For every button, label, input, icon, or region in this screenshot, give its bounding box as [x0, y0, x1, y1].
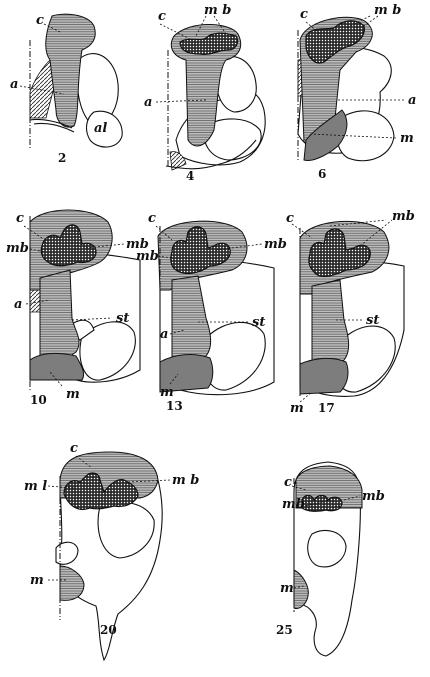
label-c: c	[36, 13, 44, 28]
figure-number: 25	[276, 623, 293, 637]
label-mb: mb	[6, 241, 29, 256]
label-c: c	[148, 211, 156, 226]
label-a: a	[160, 327, 168, 342]
label-c: c	[284, 475, 292, 490]
label-mb: mb	[362, 489, 385, 504]
figure-number: 17	[318, 401, 335, 415]
label-al: al	[94, 121, 107, 136]
label-a: a	[14, 297, 22, 312]
label-c: c	[300, 7, 308, 22]
label-c: c	[286, 211, 294, 226]
label-m: m	[290, 401, 304, 416]
label-a: a	[144, 95, 152, 110]
figure-number: 10	[30, 393, 47, 407]
figure-6	[297, 16, 395, 162]
label-leader-lines	[19, 15, 404, 589]
figure-25	[293, 461, 363, 657]
figure-20	[55, 451, 163, 662]
figure-number: 13	[166, 399, 183, 413]
label-st: st	[116, 311, 129, 326]
label-m: m	[160, 385, 174, 400]
label-mb: mb	[392, 209, 415, 224]
figure-13	[157, 220, 275, 396]
label-mb: m b	[374, 3, 401, 18]
label-mb: mb	[282, 497, 305, 512]
label-st: st	[252, 315, 265, 330]
label-mb: mb	[126, 237, 149, 252]
figure-number: 4	[186, 169, 194, 183]
label-mb: mb	[136, 249, 159, 264]
figure-number: 6	[318, 167, 326, 181]
label-ml: m l	[24, 479, 47, 494]
figure-4	[165, 24, 266, 171]
label-c: c	[16, 211, 24, 226]
label-m: m	[66, 387, 80, 402]
figure-number: 2	[58, 151, 66, 165]
label-mb: m b	[204, 3, 231, 18]
figure-10	[29, 209, 141, 390]
label-mb: m b	[172, 473, 199, 488]
label-c: c	[70, 441, 78, 456]
label-m: m	[400, 131, 414, 146]
label-a: a	[408, 93, 416, 108]
label-a: a	[10, 77, 18, 92]
label-c: c	[158, 9, 166, 24]
figure-number: 20	[100, 623, 117, 637]
label-m: m	[280, 581, 294, 596]
label-m: m	[30, 573, 44, 588]
figure-2	[29, 13, 123, 148]
figure-labels: c a al 2 c m b a 4 c m b a m 6 c mb mb a…	[6, 3, 416, 637]
label-st: st	[366, 313, 379, 328]
figure-17	[299, 220, 405, 397]
label-mb: mb	[264, 237, 287, 252]
